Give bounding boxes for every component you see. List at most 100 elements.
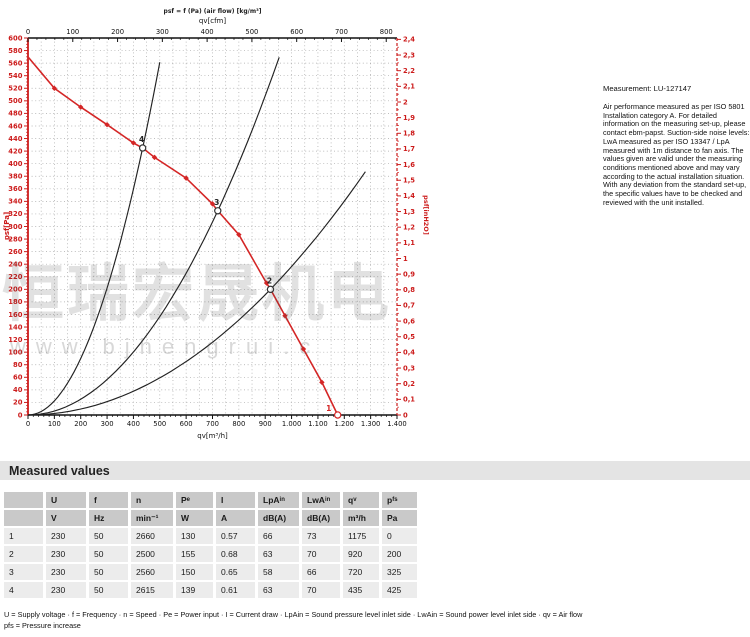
table-cell: 1175 [343, 528, 379, 544]
system-curve [27, 62, 161, 416]
column-unit: W [176, 510, 213, 526]
operating-point-label: 4 [139, 135, 144, 144]
svg-text:1.400: 1.400 [387, 420, 406, 428]
operating-point [214, 207, 222, 215]
curve-marker [319, 379, 325, 386]
svg-text:340: 340 [8, 198, 22, 206]
svg-text:800: 800 [232, 420, 245, 428]
operating-point-label: 1 [326, 404, 331, 413]
svg-text:1,9: 1,9 [403, 114, 415, 122]
svg-text:1.300: 1.300 [361, 420, 380, 428]
svg-text:180: 180 [8, 298, 22, 306]
svg-text:1,2: 1,2 [403, 223, 415, 231]
column-unit: m³/h [343, 510, 379, 526]
svg-text:1.200: 1.200 [335, 420, 354, 428]
svg-text:100: 100 [48, 420, 61, 428]
curve-marker [78, 104, 84, 110]
column-header [4, 492, 43, 508]
svg-text:200: 200 [74, 420, 87, 428]
measurement-id: Measurement: LU-127147 [603, 84, 692, 93]
svg-text:0,9: 0,9 [403, 270, 415, 278]
curve-marker [130, 140, 137, 146]
table-cell: 230 [46, 528, 86, 544]
footnote-line-1: U = Supply voltage · f = Frequency · n =… [4, 610, 583, 619]
svg-text:420: 420 [8, 147, 22, 155]
svg-text:1,3: 1,3 [403, 208, 415, 216]
svg-text:0: 0 [18, 411, 23, 419]
table-cell: 130 [176, 528, 213, 544]
chart-canvas: 0204060801001201401601802002202402602803… [3, 8, 430, 440]
svg-text:0,5: 0,5 [403, 333, 415, 341]
footnote-line-2: pfs = Pressure increase [4, 620, 81, 630]
measurement-notes: Air performance measured as per ISO 5801… [603, 102, 750, 207]
svg-text:200: 200 [8, 286, 22, 294]
table-cell: 0.65 [216, 564, 255, 580]
svg-text:0,3: 0,3 [403, 364, 415, 372]
svg-text:1,4: 1,4 [403, 192, 415, 200]
curve-marker [263, 280, 270, 286]
svg-text:500: 500 [153, 420, 166, 428]
row-number: 1 [4, 528, 43, 544]
row-number: 2 [4, 546, 43, 562]
bottom-axis-label: qv[m³/h] [197, 432, 228, 440]
curve-marker [300, 346, 307, 352]
svg-text:600: 600 [290, 28, 303, 36]
curve-marker [104, 122, 110, 128]
table-cell: 70 [302, 546, 340, 562]
svg-text:580: 580 [8, 47, 22, 55]
svg-text:500: 500 [245, 28, 258, 36]
svg-text:160: 160 [8, 311, 22, 319]
svg-text:300: 300 [101, 420, 114, 428]
svg-text:480: 480 [8, 110, 22, 118]
svg-text:1,8: 1,8 [403, 130, 415, 138]
svg-text:300: 300 [156, 28, 169, 36]
table-cell: 2560 [131, 564, 173, 580]
svg-text:140: 140 [8, 323, 22, 331]
top-axis-label: qv[cfm] [199, 17, 226, 25]
operating-point [333, 411, 342, 419]
left-axis-ticks [24, 37, 28, 416]
table-cell: 230 [46, 582, 86, 598]
svg-text:1,1: 1,1 [403, 239, 415, 247]
table-cell: 63 [258, 582, 299, 598]
svg-text:560: 560 [8, 59, 22, 67]
bottom-axis-ticks [27, 415, 398, 419]
table-cell: 720 [343, 564, 379, 580]
svg-text:0: 0 [26, 28, 30, 36]
svg-text:360: 360 [8, 185, 22, 193]
table-cell: 0.68 [216, 546, 255, 562]
svg-text:400: 400 [127, 420, 140, 428]
table-cell: 50 [89, 564, 128, 580]
svg-text:2,4: 2,4 [403, 36, 415, 44]
table-cell: 155 [176, 546, 213, 562]
column-unit: Hz [89, 510, 128, 526]
column-unit: V [46, 510, 86, 526]
svg-text:800: 800 [380, 28, 393, 36]
table-cell: 2500 [131, 546, 173, 562]
svg-text:0,4: 0,4 [403, 349, 415, 357]
table-cell: 66 [258, 528, 299, 544]
section-title: Measured values [9, 463, 110, 478]
svg-text:2,3: 2,3 [403, 51, 415, 59]
operating-point [138, 144, 147, 152]
svg-text:500: 500 [8, 97, 22, 105]
svg-text:240: 240 [8, 261, 22, 269]
svg-text:1,6: 1,6 [403, 161, 415, 169]
svg-text:400: 400 [8, 160, 22, 168]
left-axis-label: psf[Pa] [3, 212, 11, 240]
column-header: p fs [382, 492, 417, 508]
svg-text:700: 700 [335, 28, 348, 36]
svg-text:1,5: 1,5 [403, 177, 415, 185]
svg-text:520: 520 [8, 85, 22, 93]
column-unit: A [216, 510, 255, 526]
system-curve [27, 171, 366, 416]
column-header: U [46, 492, 86, 508]
svg-text:1: 1 [403, 255, 408, 263]
column-header: LpA in [258, 492, 299, 508]
table-cell: 150 [176, 564, 213, 580]
operating-point [266, 285, 275, 294]
table-cell: 425 [382, 582, 417, 598]
column-unit: dB(A) [302, 510, 340, 526]
